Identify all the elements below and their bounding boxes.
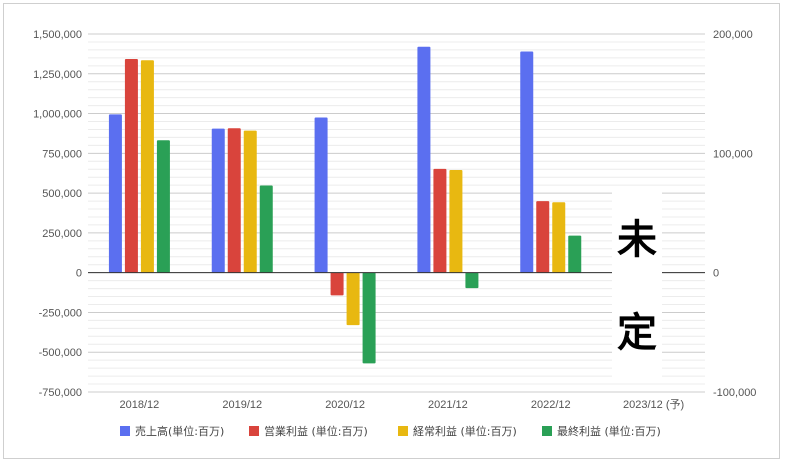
bar-0-0 bbox=[108, 114, 122, 273]
bar-3-0 bbox=[417, 46, 431, 273]
right-tick-label: -100,000 bbox=[713, 387, 756, 399]
annotation-char-1: 未 bbox=[617, 217, 657, 263]
right-tick-label: 200,000 bbox=[713, 29, 753, 41]
left-tick-label: 1,000,000 bbox=[33, 109, 82, 121]
grid-lines bbox=[88, 33, 705, 393]
left-tick-label: 1,500,000 bbox=[33, 29, 82, 41]
bar-0-1 bbox=[124, 59, 138, 273]
legend-label: 経常利益 (単位:百万) bbox=[413, 424, 517, 438]
x-tick-label: 2021/12 bbox=[428, 399, 468, 411]
annotation-mask bbox=[612, 188, 662, 378]
x-tick-label: 2018/12 bbox=[120, 399, 160, 411]
left-tick-label: -500,000 bbox=[39, 347, 82, 359]
bar-4-1 bbox=[536, 201, 550, 273]
bar-2-0 bbox=[314, 117, 328, 273]
legend-swatch bbox=[249, 426, 259, 436]
bar-4-0 bbox=[520, 51, 534, 273]
bars-layer bbox=[108, 46, 582, 364]
left-axis: 1,500,000 1,250,000 1,000,000 750,000 500,00… bbox=[33, 29, 82, 399]
legend-swatch bbox=[542, 426, 552, 436]
left-tick-label: -250,000 bbox=[39, 307, 82, 319]
bar-2-3 bbox=[362, 272, 376, 364]
bar-2-2 bbox=[346, 272, 360, 326]
left-tick-label: -750,000 bbox=[39, 387, 82, 399]
bar-3-1 bbox=[433, 168, 447, 273]
legend-swatch bbox=[398, 426, 408, 436]
bar-4-3 bbox=[568, 235, 582, 273]
bar-2-1 bbox=[330, 272, 344, 296]
left-tick-label: 1,250,000 bbox=[33, 69, 82, 81]
legend-swatch bbox=[120, 426, 130, 436]
left-tick-label: 250,000 bbox=[42, 228, 82, 240]
right-axis: 200,000 100,000 0 -100,000 bbox=[713, 29, 756, 399]
bar-1-3 bbox=[259, 185, 273, 273]
left-tick-label: 0 bbox=[76, 268, 82, 280]
left-tick-label: 750,000 bbox=[42, 148, 82, 160]
bar-3-2 bbox=[449, 170, 463, 273]
bar-4-2 bbox=[552, 202, 566, 273]
bar-1-2 bbox=[243, 130, 257, 273]
right-tick-label: 0 bbox=[713, 268, 719, 280]
annotation-char-2: 定 bbox=[617, 310, 657, 356]
left-tick-label: 500,000 bbox=[42, 188, 82, 200]
x-tick-label: 2023/12 (予) bbox=[623, 398, 684, 411]
legend-label: 最終利益 (単位:百万) bbox=[557, 424, 661, 438]
legend-label: 売上高(単位:百万) bbox=[135, 424, 224, 438]
x-tick-label: 2019/12 bbox=[222, 399, 262, 411]
x-tick-label: 2020/12 bbox=[325, 399, 365, 411]
bar-1-0 bbox=[211, 128, 225, 273]
bar-3-3 bbox=[465, 272, 479, 289]
legend-label: 営業利益 (単位:百万) bbox=[264, 424, 368, 438]
x-tick-label: 2022/12 bbox=[531, 399, 571, 411]
undetermined-annotation: 未 定 bbox=[612, 188, 662, 378]
legend: 売上高(単位:百万) 営業利益 (単位:百万) 経常利益 (単位:百万) 最終利益 (… bbox=[120, 424, 661, 438]
bar-0-2 bbox=[140, 60, 154, 273]
right-tick-label: 100,000 bbox=[713, 148, 753, 160]
bar-0-3 bbox=[156, 140, 170, 273]
bar-1-1 bbox=[227, 128, 241, 273]
x-axis: 2018/12 2019/12 2020/12 2021/12 2022/12 2023/… bbox=[120, 398, 685, 411]
